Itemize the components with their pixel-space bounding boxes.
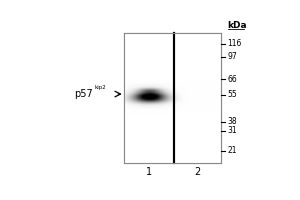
Text: 31: 31 [228, 126, 237, 135]
Text: p57: p57 [74, 89, 93, 99]
Text: kip2: kip2 [94, 85, 106, 90]
Text: 55: 55 [228, 90, 237, 99]
Text: 21: 21 [228, 146, 237, 155]
Text: 66: 66 [228, 75, 237, 84]
Text: 97: 97 [228, 52, 237, 61]
Text: 1: 1 [146, 167, 152, 177]
Text: kDa: kDa [228, 21, 247, 30]
Bar [124, 33, 221, 163]
Text: 116: 116 [228, 39, 242, 48]
Text: 38: 38 [228, 117, 237, 126]
Text: 2: 2 [195, 167, 201, 177]
